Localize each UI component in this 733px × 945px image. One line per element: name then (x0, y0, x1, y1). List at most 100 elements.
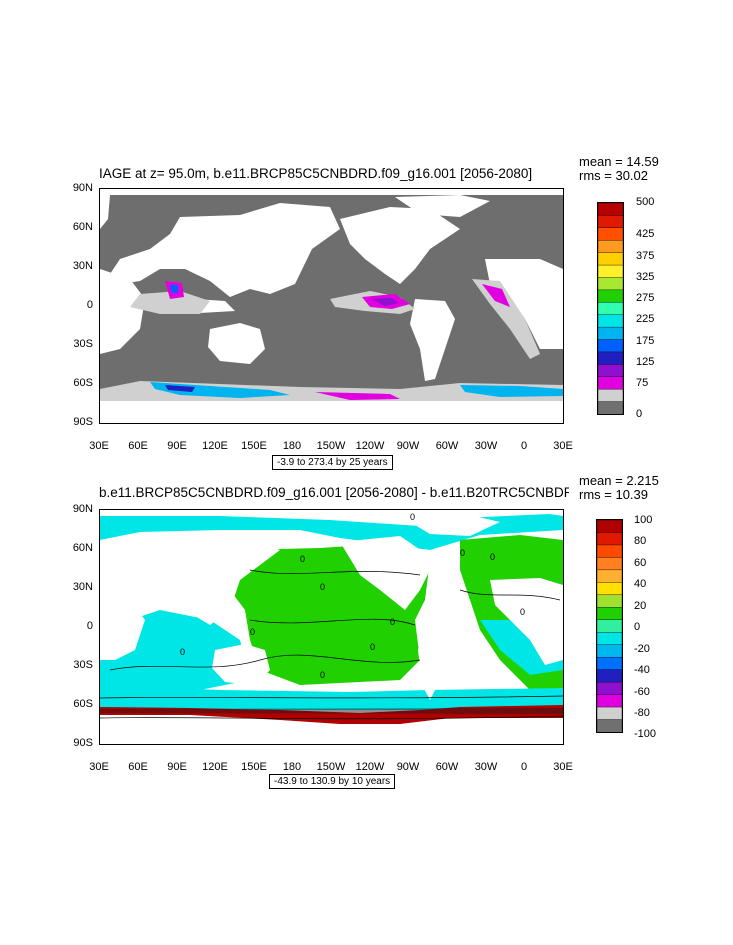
p2-ytick-30N: 30N (72, 581, 93, 593)
panel1-map (99, 188, 564, 424)
land-north-america (340, 207, 460, 284)
panel1-colorbar-svg (597, 202, 624, 415)
p1-colorbar-swatch-6 (597, 277, 624, 291)
p2-cb-label-neg80: -80 (634, 707, 650, 719)
p2-colorbar-swatch-10 (596, 644, 623, 658)
p1-cb-label-375: 375 (636, 250, 655, 262)
p2-cb-label-neg100: -100 (634, 728, 657, 740)
p1-xtick-30W: 30W (474, 440, 498, 452)
p2-colorbar-swatch-14 (596, 694, 623, 708)
p2-land-eurasia (100, 534, 280, 625)
p1-ytick-30N: 30N (72, 260, 93, 272)
p2-colorbar-swatch-9 (596, 632, 623, 646)
p1-colorbar-swatch-4 (597, 252, 624, 266)
southern-band-blue-2 (460, 385, 563, 397)
p2-ytick-90S: 90S (73, 737, 93, 749)
panel2-map-svg: 0 0 0 0 0 0 0 0 0 0 0 (100, 510, 563, 744)
land-africa-east (485, 259, 563, 349)
p2-contour-2 (249, 569, 421, 576)
land-australia (208, 323, 265, 364)
p2-contour-label-9: 0 (490, 552, 495, 562)
southern-band-blue-1 (150, 382, 290, 398)
p2-xtick-60E: 60E (128, 761, 148, 773)
p2-ytick-90N: 90N (72, 503, 93, 515)
p1-colorbar-swatch-13 (597, 364, 624, 378)
p2-ytick-30S: 30S (73, 659, 93, 671)
p2-xtick-90E: 90E (167, 761, 187, 773)
p2-contour-1 (109, 654, 421, 671)
p1-xtick-120E: 120E (202, 440, 228, 452)
p2-colorbar-swatch-15 (596, 706, 623, 721)
land-west-edge (100, 195, 110, 229)
p2-colorbar-swatch-4 (596, 569, 623, 584)
panel1-rms: rms = 30.02 (579, 168, 649, 183)
p2-contour-label-2: 0 (300, 554, 305, 564)
p1-xtick-180: 180 (282, 440, 302, 452)
p2-contour-label-11: 0 (250, 627, 255, 637)
arctic-edge (100, 189, 563, 195)
p1-colorbar-swatch-2 (597, 227, 624, 241)
p1-xtick-120W: 120W (355, 440, 385, 452)
anomaly-atlantic-light (472, 279, 540, 359)
p1-ytick-30S: 30S (73, 338, 93, 350)
p1-colorbar-swatch-9 (597, 314, 624, 328)
p2-cb-label-60: 60 (634, 557, 647, 569)
anomaly-indian-light (130, 291, 210, 314)
p2-colorbar-swatch-5 (596, 582, 623, 596)
panel1-title: IAGE at z= 95.0m, b.e11.BRCP85C5CNBDRD.f… (99, 166, 533, 181)
p2-contour-3 (249, 618, 416, 626)
p2-cb-label-neg40: -40 (634, 664, 650, 676)
p2-land-africa-west (100, 590, 145, 660)
p1-ytick-90N: 90N (72, 182, 93, 194)
p2-contour-5 (100, 695, 563, 699)
panel1-range-note: -3.9 to 273.4 by 25 years (272, 455, 393, 470)
anomaly-eq-pacific-purple (372, 298, 398, 306)
land-greenland (395, 195, 490, 217)
p1-colorbar-swatch-8 (597, 302, 624, 316)
p1-ytick-60N: 60N (72, 221, 93, 233)
p1-ytick-60S: 60S (73, 377, 93, 389)
p2-ytick-60N: 60N (72, 542, 93, 554)
p1-cb-label-175: 175 (636, 335, 655, 347)
p2-colorbar-swatch-13 (596, 681, 623, 696)
p2-xtick-150E: 150E (241, 761, 267, 773)
p2-cb-label-0: 0 (634, 621, 641, 633)
p1-cb-label-0: 0 (636, 408, 643, 420)
p1-cb-label-425: 425 (636, 228, 655, 240)
p2-colorbar-swatch-11 (596, 656, 623, 671)
p1-cb-label-325: 325 (636, 271, 655, 283)
p2-xtick-180: 180 (282, 761, 302, 773)
panel2-mean: mean = 2.215 (579, 473, 659, 488)
p2-colorbar-swatch-6 (596, 594, 623, 608)
p1-cb-label-125: 125 (636, 356, 655, 368)
p1-xtick-150E: 150E (241, 440, 267, 452)
panel1-mean: mean = 14.59 (579, 154, 659, 169)
p2-colorbar-swatch-2 (596, 544, 623, 559)
p2-xtick-90W: 90W (396, 761, 420, 773)
p1-xtick-60W: 60W (435, 440, 459, 452)
p1-xtick-0: 0 (520, 440, 528, 452)
p2-xtick-60W: 60W (435, 761, 459, 773)
p1-colorbar-swatch-7 (597, 289, 624, 303)
p1-cb-label-275: 275 (636, 292, 655, 304)
land-south-america (410, 299, 455, 381)
p2-xtick-120W: 120W (355, 761, 385, 773)
p2-cb-label-40: 40 (634, 578, 647, 590)
p2-xtick-30W: 30W (474, 761, 498, 773)
p1-colorbar-swatch-11 (597, 339, 624, 353)
p2-land-north-america (340, 536, 435, 610)
p2-xtick-150W: 150W (316, 761, 346, 773)
southern-band-magenta (315, 392, 400, 400)
panel2-colorbar-svg (596, 519, 623, 733)
p2-contour-label-6: 0 (180, 647, 185, 657)
panel2-rms: rms = 10.39 (579, 487, 649, 502)
p1-colorbar-swatch-5 (597, 264, 624, 279)
p1-xtick-60E: 60E (128, 440, 148, 452)
p2-contour-6 (100, 715, 563, 720)
p1-ytick-0: 0 (86, 299, 93, 311)
p2-southern-dark (100, 708, 563, 714)
p2-cb-label-80: 80 (634, 535, 647, 547)
p1-xtick-150W: 150W (316, 440, 346, 452)
p1-xtick-90W: 90W (396, 440, 420, 452)
p2-colorbar-swatch-0 (596, 519, 623, 534)
